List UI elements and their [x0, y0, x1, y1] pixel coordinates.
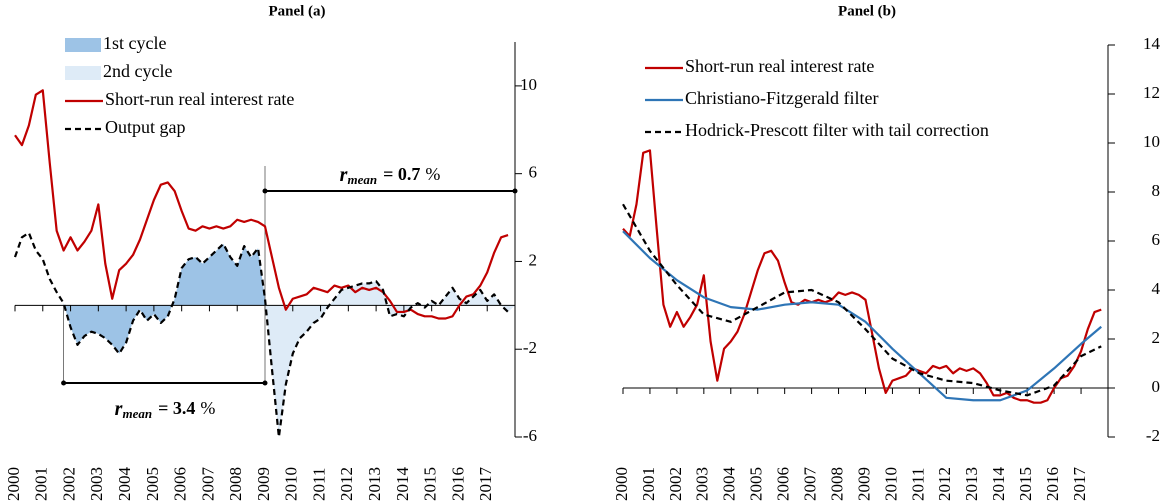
x-tick-label: 2008 — [827, 467, 846, 501]
x-tick-label: 2014 — [989, 467, 1008, 502]
series-line — [622, 149, 1102, 404]
annotation-label: = 0.7 — [383, 164, 420, 184]
x-tick-label: 2006 — [774, 467, 793, 501]
annotation: rmean = 3.4% — [115, 398, 216, 421]
x-tick-label: 2016 — [448, 467, 467, 501]
x-tick-label: 2013 — [365, 467, 384, 501]
y-tick-label: 4 — [1152, 279, 1161, 298]
x-tick-label: 2017 — [1070, 467, 1089, 502]
y-tick-label: 6 — [529, 163, 538, 182]
x-tick-label: 2005 — [747, 467, 766, 501]
annotation-subscript: mean — [122, 406, 152, 421]
y-tick-label: -6 — [523, 426, 537, 445]
x-tick-label: 2015 — [421, 467, 440, 501]
x-tick-label: 2016 — [1043, 467, 1062, 501]
annotation-symbol: r — [340, 164, 348, 186]
chart-title: Panel (b) — [838, 3, 896, 19]
x-tick-label: 2010 — [282, 467, 301, 501]
legend-swatch — [65, 66, 101, 80]
x-tick-label: 2009 — [254, 467, 273, 501]
y-tick-label: 0 — [1152, 377, 1161, 396]
x-tick-label: 2002 — [666, 467, 685, 501]
x-tick-label: 2012 — [337, 467, 356, 501]
series-line — [622, 230, 1102, 402]
legend-label: Short-run real interest rate — [105, 89, 294, 109]
x-tick-label: 2004 — [720, 467, 739, 502]
x-tick-label: 2009 — [854, 467, 873, 501]
x-tick-label: 2002 — [59, 467, 78, 501]
legend-label: Christiano-Fitzgerald filter — [685, 88, 878, 108]
x-tick-label: 2006 — [171, 467, 190, 501]
series-line — [622, 203, 1102, 397]
x-tick-label: 2012 — [935, 467, 954, 501]
y-tick-label: 8 — [1152, 181, 1161, 200]
legend-label: 1st cycle — [103, 33, 166, 53]
x-tick-label: 2010 — [881, 467, 900, 501]
x-tick-label: 2001 — [32, 467, 51, 501]
legend-label: Hodrick-Prescott filter with tail correc… — [685, 120, 989, 140]
x-tick-label: 2013 — [962, 467, 981, 501]
y-tick-label: 2 — [529, 250, 538, 269]
y-tick-label: 14 — [1143, 34, 1161, 53]
chart-title: Panel (a) — [268, 3, 325, 19]
x-tick-label: 2000 — [4, 467, 23, 501]
x-tick-label: 2005 — [143, 467, 162, 501]
series-line — [13, 231, 509, 439]
y-tick-label: 10 — [520, 75, 537, 94]
y-tick-label: -2 — [1146, 426, 1160, 445]
x-tick-label: 2017 — [476, 467, 495, 502]
y-tick-label: 2 — [1152, 328, 1161, 347]
annotation-end — [262, 188, 268, 194]
x-tick-label: 2007 — [801, 467, 820, 502]
legend-label: Output gap — [105, 117, 186, 137]
annotation-end — [61, 380, 67, 386]
x-tick-label: 2004 — [115, 467, 134, 502]
y-tick-label: 12 — [1143, 83, 1160, 102]
x-tick-label: 2011 — [908, 468, 927, 501]
legend-label: 2nd cycle — [103, 61, 172, 81]
series-line — [14, 89, 509, 320]
legend-label: Short-run real interest rate — [685, 56, 874, 76]
x-tick-label: 2011 — [309, 468, 328, 501]
annotation-unit: % — [200, 398, 215, 418]
x-tick-label: 2000 — [612, 467, 631, 501]
x-tick-label: 2008 — [226, 467, 245, 501]
annotation-end — [262, 380, 268, 386]
annotation-symbol: r — [115, 398, 123, 420]
y-tick-label: 6 — [1152, 230, 1161, 249]
cycle-area — [265, 281, 515, 437]
annotation-label: = 3.4 — [158, 398, 195, 418]
cycle-area — [63, 243, 265, 354]
x-tick-label: 2007 — [198, 467, 217, 502]
y-tick-label: -2 — [523, 338, 537, 357]
annotation: rmean = 0.7% — [340, 164, 441, 187]
legend-swatch — [65, 38, 101, 52]
annotation-subscript: mean — [347, 172, 377, 187]
x-tick-label: 2014 — [393, 467, 412, 502]
x-tick-label: 2015 — [1016, 467, 1035, 501]
x-tick-label: 2003 — [87, 467, 106, 501]
x-tick-label: 2001 — [639, 467, 658, 501]
annotation-end — [512, 188, 518, 194]
y-tick-label: 10 — [1143, 132, 1160, 151]
annotation-unit: % — [425, 164, 440, 184]
x-tick-label: 2003 — [693, 467, 712, 501]
